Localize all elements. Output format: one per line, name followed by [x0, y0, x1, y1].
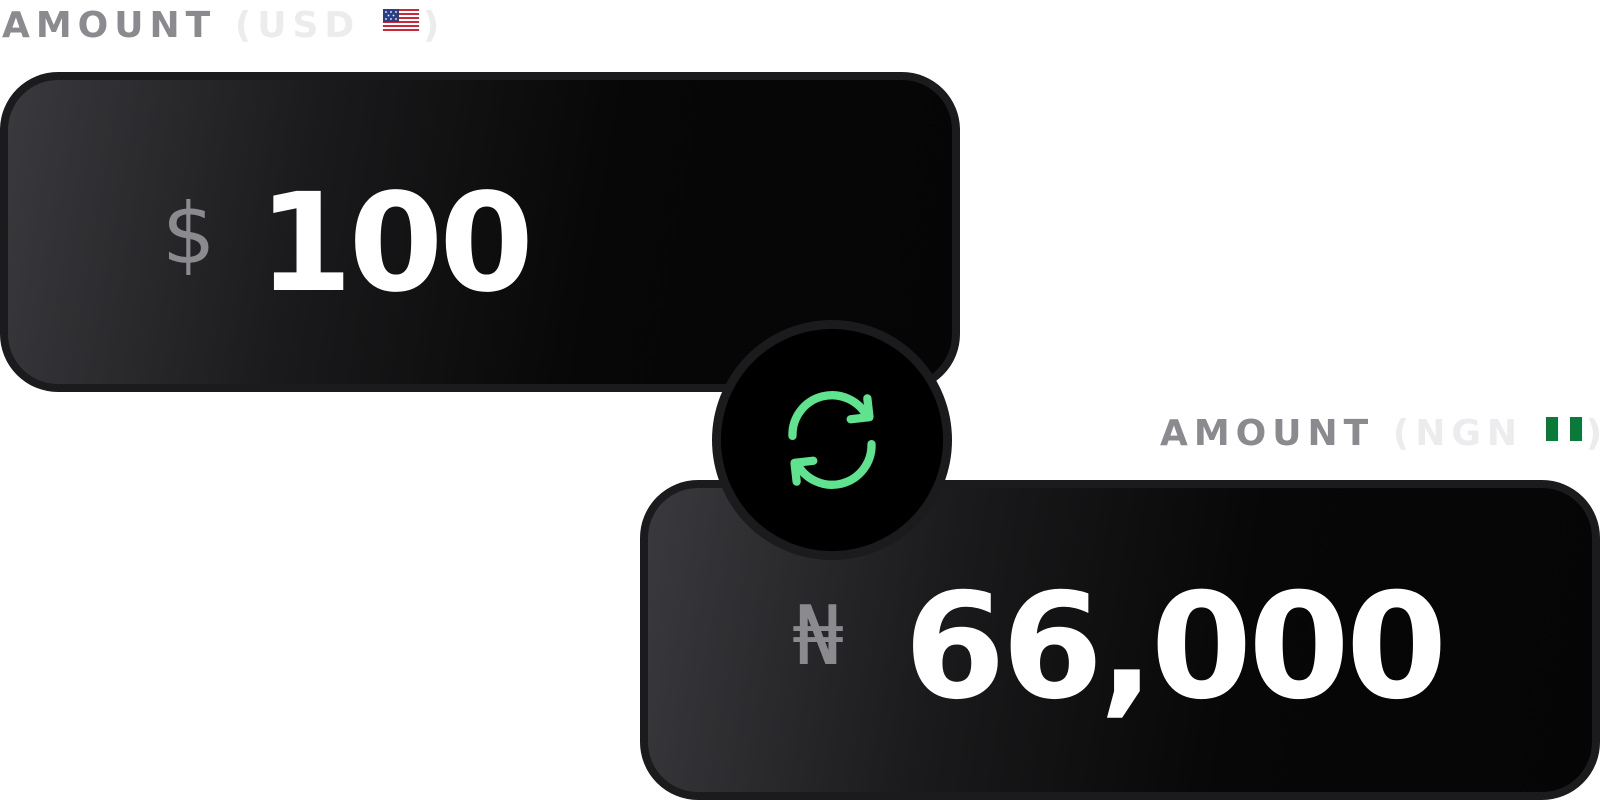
- from-amount-label-text: AMOUNT: [2, 5, 217, 46]
- to-currency-code: NGN: [1415, 413, 1524, 454]
- swap-arrows-icon: [788, 391, 876, 489]
- from-currency-symbol: $: [162, 185, 216, 283]
- to-amount-value[interactable]: 66,000: [904, 562, 1447, 732]
- from-amount-value[interactable]: 100: [258, 165, 534, 323]
- to-amount-label: AMOUNT (NGN ): [1160, 416, 1600, 452]
- to-amount-label-text: AMOUNT: [1160, 413, 1375, 454]
- to-currency-symbol: ₦: [792, 589, 845, 684]
- us-flag-icon: [382, 9, 419, 33]
- from-currency-code: USD: [257, 5, 361, 46]
- nigeria-flag-icon: [1545, 417, 1582, 441]
- from-amount-input[interactable]: $ 100: [0, 72, 960, 392]
- from-amount-label: AMOUNT (USD ): [2, 5, 446, 46]
- to-amount-input[interactable]: ₦ 66,000: [640, 480, 1600, 800]
- swap-currencies-button[interactable]: [712, 320, 952, 560]
